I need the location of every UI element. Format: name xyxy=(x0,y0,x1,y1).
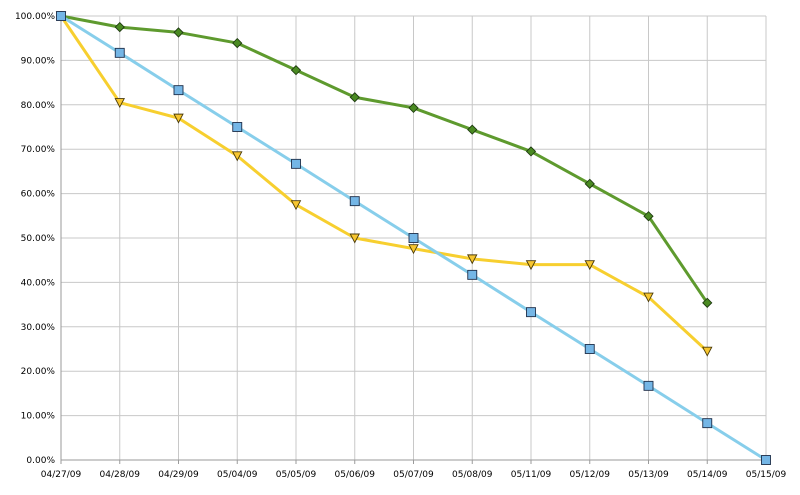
data-point-diamond xyxy=(702,297,713,308)
y-tick-label: 100.00% xyxy=(15,12,55,22)
y-tick-label: 60.00% xyxy=(21,190,56,200)
data-point-triangle-down xyxy=(525,260,537,271)
x-tick-label: 04/29/09 xyxy=(158,470,199,480)
x-tick-label: 04/28/09 xyxy=(100,470,141,480)
data-point-diamond xyxy=(114,21,125,33)
data-point-triangle-down xyxy=(467,254,478,265)
y-tick-label: 40.00% xyxy=(21,278,56,288)
data-point-diamond xyxy=(349,92,360,103)
x-tick-label: 05/11/09 xyxy=(511,470,552,480)
data-point-diamond xyxy=(525,146,537,157)
data-point-diamond xyxy=(173,27,184,38)
data-point-square xyxy=(114,47,125,58)
y-tick-label: 0.00% xyxy=(26,456,55,466)
data-point-square xyxy=(56,11,66,21)
data-point-triangle-down xyxy=(349,233,360,244)
y-tick-label: 50.00% xyxy=(21,234,56,244)
data-point-triangle-down xyxy=(232,151,243,162)
x-tick-label: 05/12/09 xyxy=(570,470,611,480)
y-tick-label: 20.00% xyxy=(21,367,56,377)
x-tick-label: 05/07/09 xyxy=(393,470,434,480)
data-point-diamond xyxy=(232,37,243,49)
data-point-square xyxy=(291,158,301,169)
data-point-triangle-down xyxy=(408,244,419,255)
data-point-triangle-down xyxy=(114,98,125,109)
data-point-square xyxy=(232,122,243,132)
series-line-diamond xyxy=(59,14,709,305)
data-point-diamond xyxy=(290,65,302,76)
x-tick-label: 04/27/09 xyxy=(41,470,82,480)
data-point-square xyxy=(584,344,595,354)
data-point-triangle-down xyxy=(584,260,595,271)
y-tick-label: 70.00% xyxy=(21,145,56,155)
data-point-triangle-down xyxy=(173,113,184,124)
y-tick-label: 30.00% xyxy=(21,323,56,333)
data-point-square xyxy=(643,380,654,391)
data-point-square xyxy=(526,307,536,318)
data-point-square xyxy=(173,85,184,96)
y-tick-label: 10.00% xyxy=(21,412,56,422)
data-point-square xyxy=(408,233,419,243)
x-tick-label: 05/06/09 xyxy=(335,470,376,480)
axes: 0.00% 10.00% 20.00% 30.00% 40.00% 50.00% 60.00… xyxy=(15,12,787,480)
data-point-diamond xyxy=(408,102,419,114)
y-tick-label: 80.00% xyxy=(21,101,56,111)
x-tick-label: 05/05/09 xyxy=(276,470,317,480)
x-tick-label: 05/14/09 xyxy=(687,470,728,480)
x-tick-label: 05/04/09 xyxy=(217,470,258,480)
x-tick-label: 05/15/09 xyxy=(746,470,787,480)
data-point-square xyxy=(349,196,360,207)
data-point-triangle-down xyxy=(702,346,713,357)
series-line-triangle-down xyxy=(59,14,709,353)
series-markers xyxy=(55,10,771,465)
data-point-triangle-down xyxy=(643,292,654,303)
data-point-square xyxy=(702,418,713,429)
data-point-square xyxy=(467,269,478,280)
x-tick-label: 05/13/09 xyxy=(628,470,669,480)
y-tick-label: 90.00% xyxy=(21,56,56,66)
data-point-square xyxy=(761,455,771,465)
data-point-diamond xyxy=(643,211,654,222)
x-tick-label: 05/08/09 xyxy=(452,470,493,480)
data-point-triangle-down xyxy=(290,200,302,211)
data-point-diamond xyxy=(584,178,595,189)
data-point-diamond xyxy=(467,124,478,135)
